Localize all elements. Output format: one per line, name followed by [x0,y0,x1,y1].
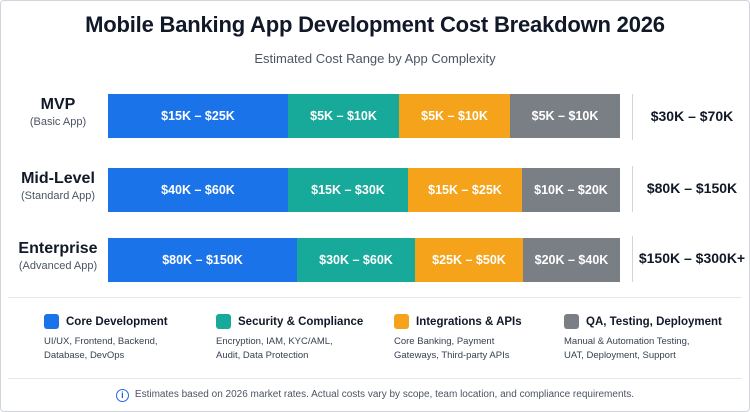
legend-swatch [564,314,579,329]
legend-item-core-development: Core Development UI/UX, Frontend, Backen… [44,314,168,363]
bar-segment: $20K – $40K [523,238,620,282]
row-label-mid-level: Mid-Level (Standard App) [8,169,108,204]
legend-description: Core Banking, Payment Gateways, Third-pa… [394,335,522,363]
bar-enterprise: $80K – $150K $30K – $60K $25K – $50K $20K –… [108,238,620,282]
legend-title: Integrations & APIs [416,315,522,328]
legend-swatch [394,314,409,329]
bar-segment: $30K – $60K [297,238,415,282]
data-label: $80K – $150K [162,253,243,267]
bar-segment: $10K – $20K [522,168,620,212]
row-subtitle: (Advanced App) [18,260,98,272]
legend-item-security-compliance: Security & Compliance Encryption, IAM, K… [216,314,363,363]
row-name: MVP [40,96,76,113]
row-subtitle: (Basic App) [29,116,87,128]
row-name: Enterprise [18,240,98,257]
info-icon: i [115,389,129,402]
legend-description-line: UAT, Deployment, Support [564,350,676,361]
total-divider [632,166,633,212]
data-label: $15K – $30K [311,183,385,197]
data-label: $20K – $40K [534,253,609,267]
data-label: $5K – $10K [310,109,377,123]
legend-description-line: UI/UX, Frontend, Backend, [44,336,158,347]
row-label-enterprise: Enterprise (Advanced App) [8,239,108,274]
bar-segment: $15K – $30K [288,168,408,212]
legend-description-line: Gateways, Third-party APIs [394,350,510,361]
legend-description-line: Manual & Automation Testing, [564,336,690,347]
legend-title: Security & Compliance [238,315,364,328]
legend-divider [8,297,742,298]
legend-description-line: Audit, Data Protection [216,350,309,361]
bar-segment: $40K – $60K [108,168,288,212]
row-subtitle: (Standard App) [21,190,95,202]
legend-description-line: Core Banking, Payment [394,336,495,347]
footer-note: i Estimates based on 2026 market rates. A… [0,389,750,402]
chart-subtitle: Estimated Cost Range by App Complexity [254,51,496,66]
total-divider [632,94,633,140]
bar-segment: $15K – $25K [108,94,288,138]
data-label: $30K – $60K [319,253,393,267]
legend-title: QA, Testing, Deployment [586,315,722,328]
bar-segment: $80K – $150K [108,238,297,282]
legend-description-line: Encryption, IAM, KYC/AML, [216,336,333,347]
data-label: $25K – $50K [432,253,506,267]
legend-item-integrations-apis: Integrations & APIs Core Banking, Paymen… [394,314,522,363]
data-label: $15K – $25K [161,109,235,123]
legend-description: Encryption, IAM, KYC/AML, Audit, Data Pr… [216,335,363,363]
footer-text: Estimates based on 2026 market rates. Ac… [134,389,635,400]
chart-title: Mobile Banking App Development Cost Brea… [85,12,665,37]
legend-description-line: Database, DevOps [44,350,125,361]
total-enterprise: $150K – $300K+ [638,250,746,266]
footer-divider [8,378,742,379]
legend-swatch [44,314,59,329]
total-mvp: $30K – $70K [650,108,734,124]
legend-title: Core Development [66,315,168,328]
data-label: $5K – $10K [531,109,599,123]
data-label: $40K – $60K [161,183,235,197]
data-label: $10K – $20K [534,183,608,197]
bar-segment: $5K – $10K [399,94,510,138]
total-divider [632,236,633,282]
legend-item-qa-testing-deployment: QA, Testing, Deployment Manual & Automat… [564,314,722,363]
legend-swatch [216,314,231,329]
data-label: $15K – $25K [428,183,502,197]
bar-segment: $25K – $50K [415,238,523,282]
legend-description: Manual & Automation Testing, UAT, Deploy… [564,335,722,363]
bar-mvp: $15K – $25K $5K – $10K $5K – $10K $5K – $10… [108,94,620,138]
bar-segment: $15K – $25K [408,168,522,212]
legend-description: UI/UX, Frontend, Backend, Database, DevO… [44,335,168,363]
total-mid-level: $80K – $150K [646,180,738,196]
bar-mid-level: $40K – $60K $15K – $30K $15K – $25K $10K – … [108,168,620,212]
bar-segment: $5K – $10K [510,94,620,138]
bar-segment: $5K – $10K [288,94,399,138]
row-label-mvp: MVP (Basic App) [8,95,108,130]
data-label: $5K – $10K [421,109,488,123]
row-name: Mid-Level [21,170,95,187]
